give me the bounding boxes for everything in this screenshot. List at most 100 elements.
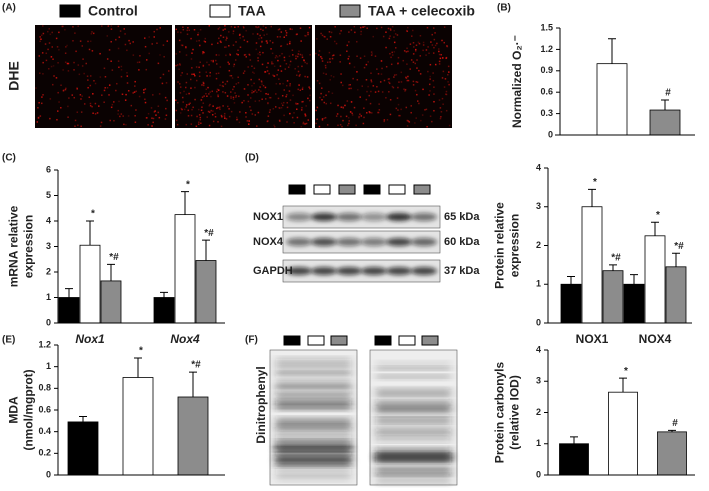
dhe-speckle bbox=[199, 28, 202, 31]
dhe-speckle bbox=[108, 94, 110, 96]
y-tick-label: 0 bbox=[536, 317, 541, 327]
dhe-speckle bbox=[440, 53, 442, 56]
dhe-speckle bbox=[321, 118, 324, 120]
dhe-speckle bbox=[80, 125, 82, 128]
dhe-speckle bbox=[179, 83, 181, 85]
dhe-speckle bbox=[281, 104, 284, 107]
dhe-speckle bbox=[304, 61, 306, 64]
dhe-speckle bbox=[279, 83, 281, 85]
dhe-speckle bbox=[432, 79, 435, 82]
dhe-speckle bbox=[346, 44, 349, 47]
dhe-speckle bbox=[416, 81, 419, 83]
dhe-speckle bbox=[267, 93, 269, 96]
bar bbox=[657, 431, 687, 476]
dhe-speckle bbox=[277, 97, 280, 100]
dhe-speckle bbox=[276, 74, 278, 76]
dhe-speckle bbox=[37, 107, 39, 109]
dhe-speckle bbox=[308, 86, 310, 88]
dhe-speckle bbox=[354, 31, 356, 34]
dhe-speckle bbox=[210, 109, 212, 112]
dhe-speckle bbox=[88, 48, 91, 51]
dhe-speckle bbox=[220, 34, 222, 37]
dhe-speckle bbox=[214, 112, 216, 115]
y-tick-label: 0.4 bbox=[38, 426, 51, 436]
dhe-speckle bbox=[39, 115, 42, 117]
blot-size-label: 37 kDa bbox=[444, 265, 480, 277]
dhe-speckle bbox=[318, 82, 321, 85]
dhe-speckle bbox=[151, 125, 153, 127]
dhe-speckle bbox=[416, 59, 418, 61]
dhe-speckle bbox=[299, 89, 302, 91]
blot-smear bbox=[276, 373, 351, 380]
dhe-speckle bbox=[438, 53, 441, 56]
dhe-speckle bbox=[438, 63, 441, 65]
dhe-speckle bbox=[214, 115, 217, 118]
dhe-speckle bbox=[226, 37, 228, 40]
dhe-speckle bbox=[77, 124, 79, 127]
dhe-speckle bbox=[62, 25, 64, 28]
dhe-speckle bbox=[115, 89, 117, 92]
dhe-speckle bbox=[126, 49, 128, 52]
dhe-speckle bbox=[359, 57, 362, 59]
dhe-speckle bbox=[359, 113, 361, 115]
dhe-speckle bbox=[285, 84, 288, 87]
dhe-speckle bbox=[117, 47, 120, 50]
dhe-speckle bbox=[318, 50, 321, 52]
dhe-speckle bbox=[58, 101, 60, 103]
bar bbox=[608, 391, 638, 476]
dhe-speckle bbox=[366, 90, 368, 93]
dhe-speckle bbox=[374, 55, 377, 57]
dhe-speckle bbox=[377, 90, 380, 93]
dhe-speckle bbox=[159, 54, 161, 56]
dhe-speckle bbox=[223, 112, 226, 115]
dhe-speckle bbox=[441, 97, 444, 100]
error-bar bbox=[65, 288, 73, 298]
dhe-speckle bbox=[132, 41, 134, 43]
dhe-speckle bbox=[108, 84, 111, 86]
significance-mark: * bbox=[593, 177, 597, 188]
dhe-speckle bbox=[372, 35, 375, 38]
dhe-speckle bbox=[211, 90, 214, 93]
dhe-speckle bbox=[393, 36, 395, 38]
blot-band bbox=[286, 238, 312, 246]
y-axis-label: Normalized O₂·⁻ bbox=[510, 35, 524, 128]
dhe-speckle bbox=[385, 65, 388, 68]
dhe-speckle bbox=[224, 28, 226, 30]
dhe-speckle bbox=[192, 48, 194, 51]
dhe-speckle bbox=[89, 102, 92, 105]
dhe-speckle bbox=[186, 29, 188, 32]
dhe-speckle bbox=[441, 77, 444, 79]
blot-band bbox=[386, 238, 412, 246]
dhe-speckle bbox=[182, 101, 184, 103]
blot-row-label: GAPDH bbox=[253, 265, 293, 277]
dhe-speckle bbox=[166, 40, 169, 42]
dhe-speckle bbox=[48, 28, 50, 30]
dhe-speckle bbox=[74, 125, 76, 127]
dhe-speckle bbox=[50, 56, 53, 58]
dhe-image bbox=[175, 25, 312, 128]
dhe-speckle bbox=[276, 56, 279, 58]
dhe-speckle bbox=[164, 96, 167, 99]
dhe-speckle bbox=[179, 51, 181, 53]
blot-smear bbox=[376, 418, 451, 423]
dhe-speckle bbox=[367, 85, 369, 88]
dhe-speckle bbox=[143, 91, 145, 94]
dhe-speckle bbox=[289, 64, 291, 66]
dhe-speckle bbox=[134, 85, 136, 87]
dhe-speckle bbox=[356, 55, 358, 58]
dhe-speckle bbox=[73, 69, 75, 71]
y-tick-label: 6 bbox=[46, 164, 51, 174]
blot-smear bbox=[276, 358, 351, 366]
dhe-speckle bbox=[309, 94, 311, 97]
dhe-speckle bbox=[215, 77, 218, 80]
blot-band bbox=[336, 267, 362, 275]
dhe-speckle bbox=[279, 36, 281, 38]
dhe-speckle bbox=[294, 68, 296, 70]
dhe-speckle bbox=[235, 96, 237, 98]
dhe-speckle bbox=[413, 46, 415, 48]
dhe-speckle bbox=[201, 52, 204, 55]
dhe-speckle bbox=[296, 55, 299, 58]
dhe-speckle bbox=[406, 125, 409, 127]
dhe-speckle bbox=[232, 88, 234, 91]
error-bar bbox=[189, 371, 197, 397]
